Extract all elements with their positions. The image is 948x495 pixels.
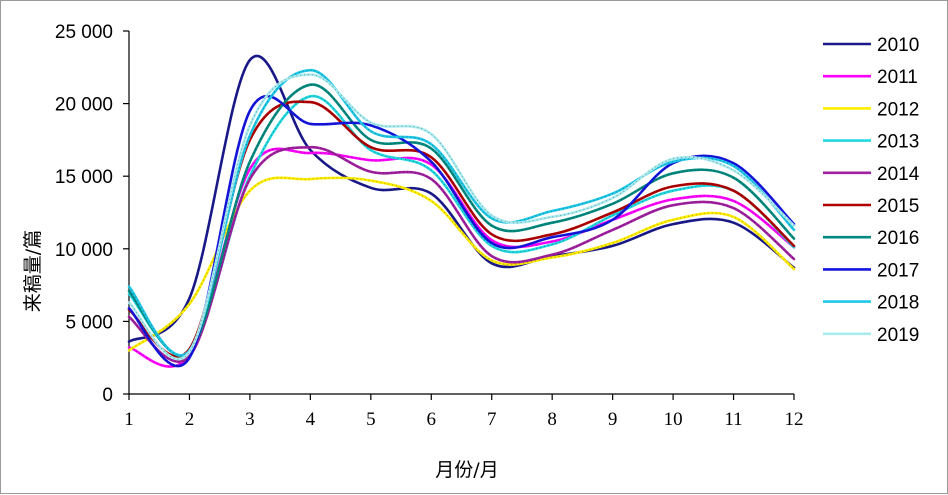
y-tick-label: 25 000 — [55, 22, 113, 43]
y-ticks: 0 5 000 10 000 15 000 20 000 25 000 — [55, 22, 129, 406]
x-tick-label: 11 — [724, 409, 742, 430]
series-line-2019 — [127, 73, 796, 361]
y-tick-label: 0 — [102, 385, 113, 406]
legend-label-2012: 2012 — [877, 99, 919, 120]
x-tick-label: 3 — [245, 409, 255, 430]
x-tick-label: 10 — [664, 409, 683, 430]
series-line-dots-2016 — [128, 84, 795, 357]
series-group — [127, 55, 796, 368]
series-line-2014 — [127, 145, 796, 363]
x-tick-label: 1 — [124, 409, 134, 430]
legend-label-2010: 2010 — [877, 35, 919, 56]
x-tick-label: 7 — [487, 409, 497, 430]
y-tick-label: 15 000 — [55, 167, 113, 188]
legend-label-2011: 2011 — [877, 67, 918, 88]
legend-label-2013: 2013 — [877, 132, 919, 153]
x-tick-label: 8 — [547, 409, 557, 430]
series-line-2017 — [127, 94, 796, 368]
x-tick-label: 2 — [185, 409, 195, 430]
series-line-dots-2014 — [128, 146, 795, 363]
x-tick-label: 12 — [785, 409, 804, 430]
x-tick-label: 4 — [306, 409, 316, 430]
x-tick-label: 6 — [427, 409, 437, 430]
legend-label-2016: 2016 — [877, 228, 919, 249]
series-line-2010 — [127, 55, 796, 343]
legend-label-2014: 2014 — [877, 164, 920, 185]
series-line-dots-2018 — [128, 69, 795, 356]
y-axis-title: 来稿量/篇 — [22, 230, 44, 312]
legend: 2010 2011 2012 2013 2014 2015 2016 2017 2018 2019 — [823, 35, 920, 346]
series-line-2016 — [127, 83, 796, 357]
x-tick-label: 5 — [366, 409, 376, 430]
legend-label-2018: 2018 — [877, 293, 919, 314]
y-tick-label: 20 000 — [55, 95, 113, 116]
series-line-2018 — [127, 68, 796, 357]
legend-label-2015: 2015 — [877, 196, 919, 217]
y-tick-label: 10 000 — [55, 240, 113, 261]
legend-label-2019: 2019 — [877, 325, 919, 346]
y-tick-label: 5 000 — [65, 312, 113, 333]
x-ticks: 1 2 3 4 5 6 7 8 9 10 11 12 — [124, 394, 804, 430]
x-tick-label: 9 — [608, 409, 618, 430]
x-axis-title: 月份/月 — [435, 459, 498, 481]
legend-label-2017: 2017 — [877, 260, 919, 281]
series-line-dots-2013 — [128, 95, 795, 356]
